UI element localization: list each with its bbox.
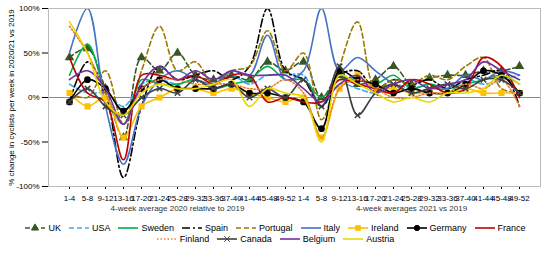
html-text:USA: USA (91, 223, 111, 233)
svg-text:29-32: 29-32 (419, 194, 440, 204)
svg-text:25-28: 25-28 (167, 194, 188, 204)
svg-text:41-44: 41-44 (473, 194, 494, 204)
svg-text:1-4: 1-4 (64, 194, 76, 203)
html-text:Italy: Italy (323, 223, 340, 233)
svg-text:33-36: 33-36 (437, 194, 458, 204)
svg-text:4-week averages 2021 vs 2019: 4-week averages 2021 vs 2019 (356, 204, 468, 213)
html-text:Belgium: Belgium (302, 234, 336, 244)
svg-text:45-48: 45-48 (491, 194, 512, 204)
html-text:Finland: Finland (179, 234, 210, 244)
html-text:UK: UK (48, 223, 61, 233)
svg-text:-100%: -100% (16, 182, 39, 191)
html-text:Austria: Austria (366, 234, 395, 244)
svg-text:21-24: 21-24 (383, 194, 404, 204)
svg-text:33-36: 33-36 (203, 194, 224, 204)
svg-text:100%: 100% (19, 4, 39, 13)
svg-text:13-16: 13-16 (113, 194, 134, 204)
svg-text:17-20: 17-20 (365, 194, 386, 204)
svg-text:5-8: 5-8 (316, 194, 328, 203)
svg-text:0%: 0% (28, 93, 40, 102)
html-text:Portugal: Portugal (259, 223, 293, 233)
svg-text:41-44: 41-44 (239, 194, 260, 204)
svg-text:13-16: 13-16 (347, 194, 368, 204)
html-text:Spain: Spain (205, 223, 228, 233)
svg-text:9-12: 9-12 (97, 194, 114, 203)
html-text:Ireland: Ireland (371, 223, 399, 233)
html-text:Sweden: Sweden (141, 223, 174, 233)
svg-text:21-24: 21-24 (149, 194, 170, 204)
svg-text:49-52: 49-52 (509, 194, 530, 203)
svg-text:% change in cyclists per week: % change in cyclists per week in 2020/21… (7, 9, 16, 186)
svg-text:1-4: 1-4 (298, 194, 310, 203)
svg-text:-50%: -50% (21, 138, 40, 147)
svg-text:4-week average 2020 relative t: 4-week average 2020 relative to 2019 (111, 204, 245, 213)
svg-text:5-8: 5-8 (82, 194, 94, 203)
svg-text:50%: 50% (23, 49, 39, 58)
html-text:Germany: Germany (429, 223, 467, 233)
html-text:Canada: Canada (240, 234, 272, 244)
svg-text:37-40: 37-40 (455, 194, 476, 204)
html-text:France: France (497, 223, 526, 233)
svg-text:25-28: 25-28 (401, 194, 422, 204)
svg-text:49-52: 49-52 (275, 194, 296, 203)
svg-text:37-40: 37-40 (221, 194, 242, 204)
svg-text:9-12: 9-12 (331, 194, 348, 203)
svg-text:29-32: 29-32 (185, 194, 206, 204)
svg-text:17-20: 17-20 (131, 194, 152, 204)
svg-text:45-48: 45-48 (257, 194, 278, 204)
